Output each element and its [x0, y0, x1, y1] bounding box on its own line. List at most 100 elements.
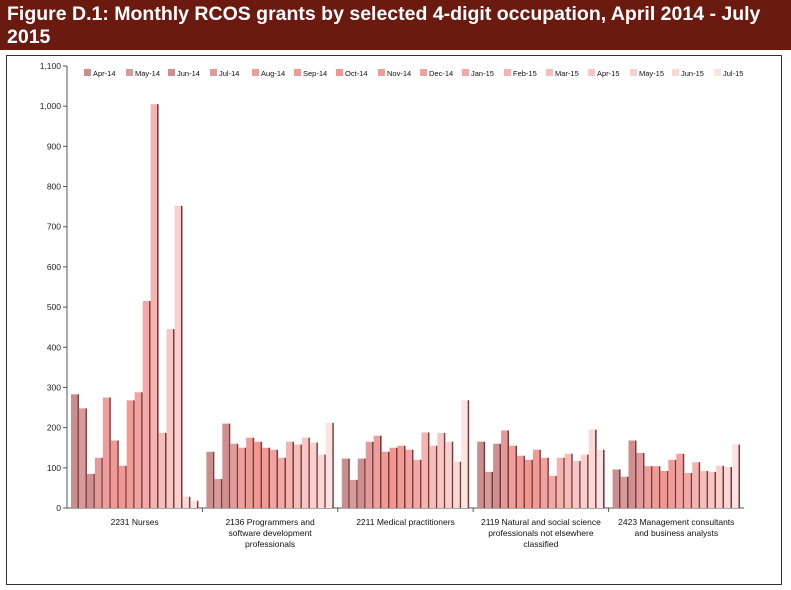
bar-shadow [618, 469, 621, 508]
legend-label: Oct-14 [345, 69, 368, 78]
bar-shadow [419, 459, 422, 508]
bar [684, 473, 691, 508]
bar [190, 500, 197, 508]
bar [556, 457, 564, 508]
bar [78, 408, 86, 508]
legend-swatch [294, 69, 301, 76]
bar [166, 329, 173, 508]
bar [158, 432, 165, 508]
bar [389, 447, 396, 508]
y-tick-label: 1,100 [40, 61, 62, 71]
bar-shadow [236, 443, 239, 508]
bar [532, 449, 540, 508]
bar [421, 432, 428, 508]
legend-swatch [504, 69, 511, 76]
bar [485, 471, 492, 508]
x-category-label: professionals not elsewhere [488, 528, 594, 538]
bar-shadow [435, 445, 438, 508]
bar [501, 430, 508, 508]
bar-shadow [650, 466, 653, 508]
bar [230, 443, 237, 508]
bar-shadow [292, 441, 294, 508]
legend-swatch [168, 69, 175, 76]
legend-label: May-15 [639, 69, 664, 78]
bar-shadow [714, 471, 717, 508]
bar-shadow [109, 397, 111, 508]
x-category-label: and business analysts [634, 528, 718, 538]
bar [293, 444, 301, 508]
bar [636, 452, 643, 508]
bar-shadow [555, 475, 557, 508]
bar-shadow [220, 479, 223, 508]
bar [445, 441, 452, 508]
bar-shadow [356, 479, 358, 508]
y-tick-label: 200 [47, 423, 61, 433]
bar-shadow [626, 476, 629, 508]
legend-swatch [126, 69, 133, 76]
bar [517, 455, 524, 508]
bar-shadow [395, 447, 398, 508]
legend-label: Aug-14 [261, 69, 285, 78]
bar-shadow [93, 473, 95, 508]
bar-shadow [523, 455, 525, 508]
y-tick-label: 800 [47, 182, 61, 192]
legend-label: Feb-15 [513, 69, 537, 78]
bar [142, 301, 150, 508]
bar [134, 392, 142, 508]
bar [309, 442, 317, 508]
chart-title: Figure D.1: Monthly RCOS grants by selec… [7, 3, 761, 48]
bar-shadow [642, 452, 645, 508]
bar [373, 435, 381, 508]
bar-shadow [77, 394, 79, 508]
bar [71, 394, 78, 508]
legend-label: Sep-14 [303, 69, 327, 78]
bar-shadow [690, 473, 693, 508]
x-category-label: 2136 Programmers and [225, 517, 315, 527]
bar-shadow [547, 457, 549, 508]
legend-swatch [630, 69, 637, 76]
bar-shadow [698, 462, 701, 508]
bar [453, 461, 460, 508]
bar [262, 447, 269, 508]
y-tick-label: 0 [56, 503, 61, 513]
legend-swatch [588, 69, 595, 76]
bar-shadow [284, 457, 287, 508]
legend-swatch [84, 69, 91, 76]
legend-label: May-14 [135, 69, 160, 78]
bar [206, 451, 213, 508]
bar-shadow [156, 104, 159, 509]
bar-shadow [332, 422, 334, 508]
bar [724, 467, 731, 508]
bar-shadow [252, 437, 255, 508]
bar [86, 473, 94, 508]
legend-label: Jul-15 [723, 69, 743, 78]
x-category-label: 2231 Nurses [111, 517, 159, 527]
bar [716, 465, 723, 508]
bar [437, 432, 444, 508]
bar-shadow [634, 440, 637, 508]
x-category-label: professionals [245, 539, 295, 549]
bar [580, 454, 588, 508]
bar-shadow [196, 500, 199, 508]
bar-shadow [188, 496, 191, 508]
bar-shadow [706, 471, 709, 508]
bar-shadow [372, 441, 374, 508]
legend-label: Dec-14 [429, 69, 453, 78]
bar-shadow [563, 457, 565, 508]
bar [548, 475, 556, 508]
bar-shadow [411, 449, 414, 508]
bar-shadow [571, 453, 573, 508]
bar [325, 422, 333, 508]
bar [301, 437, 309, 508]
bar-shadow [682, 453, 685, 508]
bar [660, 471, 667, 508]
bar-shadow [483, 441, 486, 508]
bar-shadow [180, 205, 183, 508]
bar-shadow [738, 444, 740, 508]
bar [676, 453, 683, 508]
bar-shadow [674, 459, 677, 508]
bar [102, 397, 110, 508]
bar [413, 459, 420, 508]
bar [588, 429, 596, 508]
